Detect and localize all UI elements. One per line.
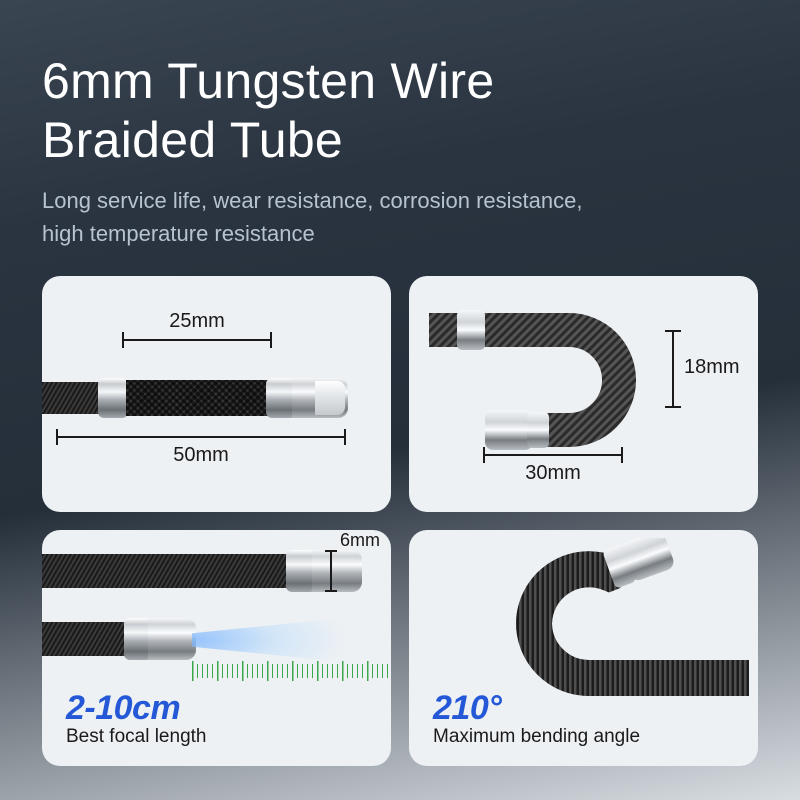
title-line-2: Braided Tube [42, 112, 343, 168]
focal-text: 2-10cm Best focal length [66, 689, 206, 748]
angle-text: 210° Maximum bending angle [433, 689, 640, 748]
spec-grid: 25mm 50mm [0, 276, 800, 766]
panel-bending-angle: 210° Maximum bending angle [409, 530, 758, 766]
dimension-25mm: 25mm [122, 310, 272, 341]
header: 6mm Tungsten Wire Braided Tube Long serv… [0, 0, 800, 276]
dimension-label: 18mm [684, 356, 740, 379]
page-title: 6mm Tungsten Wire Braided Tube [42, 52, 758, 170]
focal-value: 2-10cm [66, 689, 206, 728]
dimension-label: 30mm [483, 462, 623, 485]
tube-illustration [42, 374, 352, 422]
dimension-label: 6mm [340, 530, 380, 551]
angle-caption: Maximum bending angle [433, 726, 640, 748]
ruler-icon [192, 664, 391, 678]
panel-dimensions: 25mm 50mm [42, 276, 391, 512]
dimension-30mm: 30mm [483, 454, 623, 485]
tube-top [42, 554, 312, 588]
title-line-1: 6mm Tungsten Wire [42, 53, 494, 109]
focal-caption: Best focal length [66, 726, 206, 748]
subtitle-line-1: Long service life, wear resistance, corr… [42, 188, 582, 213]
dimension-label: 50mm [56, 444, 346, 467]
metal-tip-icon [312, 550, 362, 592]
page-subtitle: Long service life, wear resistance, corr… [42, 184, 758, 250]
dimension-label: 25mm [122, 310, 272, 333]
metal-tip-icon [148, 618, 196, 660]
hook-bend-illustration [459, 538, 749, 708]
u-bend-illustration [429, 300, 689, 480]
panel-bend-size: 18mm 30mm [409, 276, 758, 512]
subtitle-line-2: high temperature resistance [42, 221, 315, 246]
dimension-50mm: 50mm [56, 436, 346, 467]
angle-value: 210° [433, 689, 640, 728]
light-beam-icon [192, 612, 391, 668]
panel-focal-length: 6mm 2-10cm Best focal length [42, 530, 391, 766]
